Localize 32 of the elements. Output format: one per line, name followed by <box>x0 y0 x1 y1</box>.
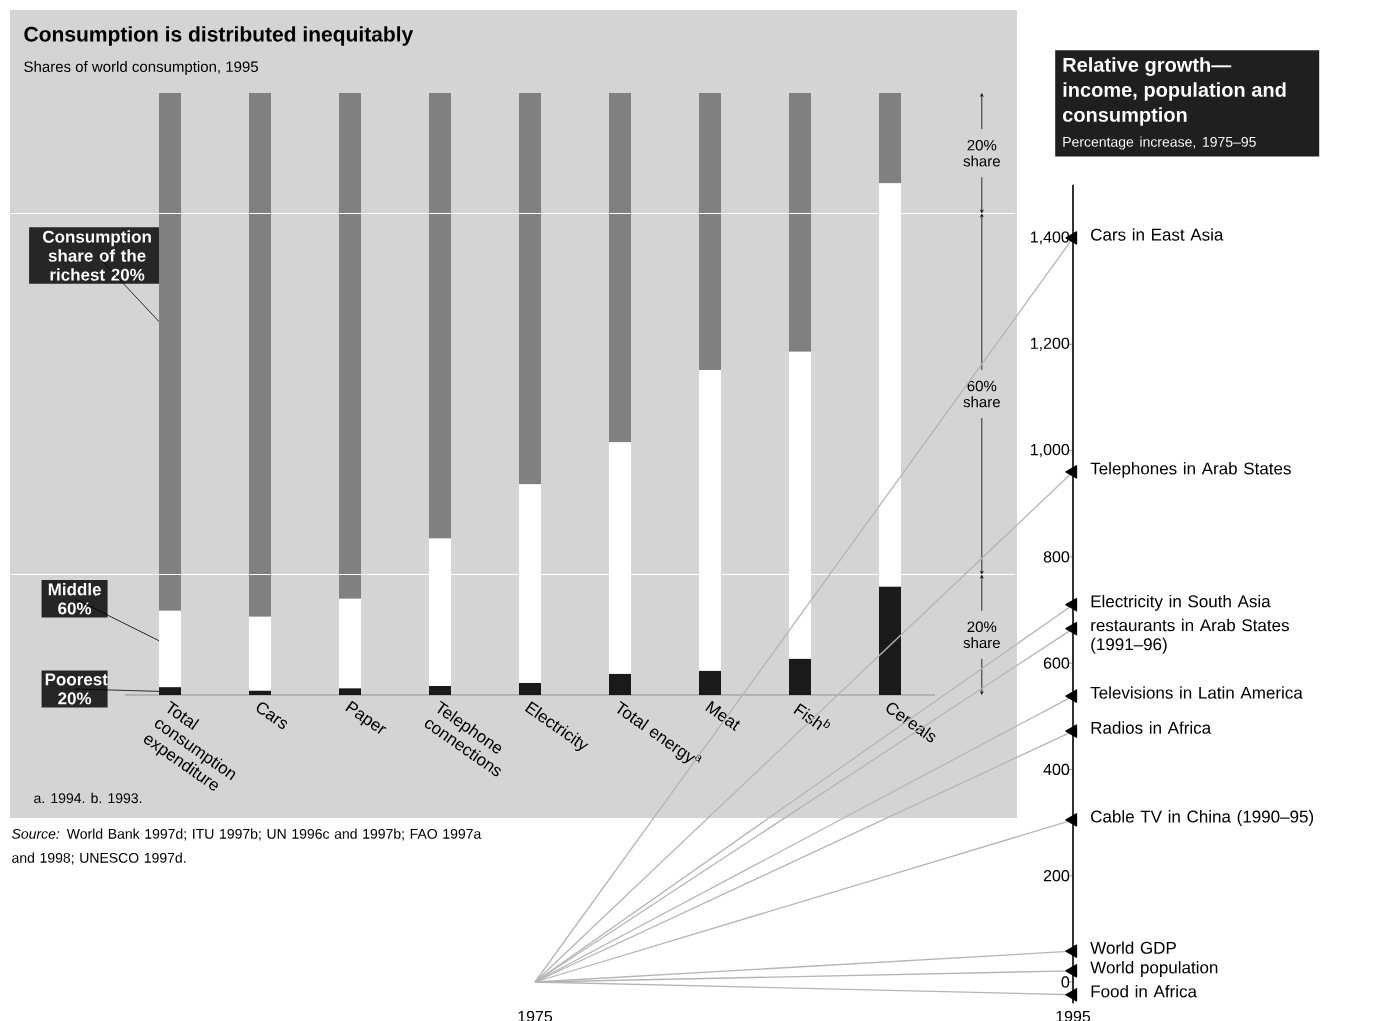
y-tick-label: 1,400 <box>1030 231 1070 245</box>
y-tick-label: 0 <box>1061 976 1070 988</box>
series-label: restaurants in Arab States (1991–96) <box>1091 618 1289 654</box>
y-tick-label: 200 <box>1043 870 1070 882</box>
text: Middle 60% <box>48 582 101 615</box>
series-label: Food in Africa <box>1091 984 1197 998</box>
y-tick-label: 600 <box>1043 657 1070 669</box>
series-label: Radios in Africa <box>1091 721 1212 734</box>
series-label: World population <box>1090 961 1218 977</box>
series-label: Televisions in Latin America <box>1090 686 1303 699</box>
series-label: Cable TV in China (1990–95) <box>1091 810 1314 826</box>
text: Percentage increase, 1975–95 <box>1063 136 1256 150</box>
series-label: Telephones in Arab States <box>1090 462 1291 478</box>
text: Source: World Bank 1997d; ITU 1997b; UN 1996c and 1997b; FAO 1997a and 1998; UNESCO 1997d. <box>11 828 482 865</box>
y-tick-label: 400 <box>1043 763 1070 776</box>
text: a. 1994. b. 1993. <box>34 792 142 804</box>
series-label: Electricity in South Asia <box>1091 594 1271 611</box>
x-tick-label: Fish$^{b}$ <box>793 703 830 730</box>
series-label: World GDP <box>1090 941 1176 954</box>
annotation: 20% share <box>963 621 1000 649</box>
x-tick-label: Cars <box>256 702 288 729</box>
series-label: Consumption share of the richest 20% <box>43 230 151 281</box>
text: Poorest 20% <box>45 673 108 705</box>
chart-title: Consumption is distributed inequitably <box>24 26 414 46</box>
annotation: 60% share <box>963 380 1000 408</box>
y-tick-label: 800 <box>1043 551 1070 563</box>
chart-subtitle: Shares of world consumption, 1995 <box>24 61 259 75</box>
y-tick-label: 1,200 <box>1030 337 1070 351</box>
y-tick-label: 1,000 <box>1030 443 1070 458</box>
text: Relative growth—income, population and consumption <box>1063 57 1286 126</box>
series-label: Cars in East Asia <box>1091 228 1224 241</box>
text: 20% share <box>963 139 1000 167</box>
